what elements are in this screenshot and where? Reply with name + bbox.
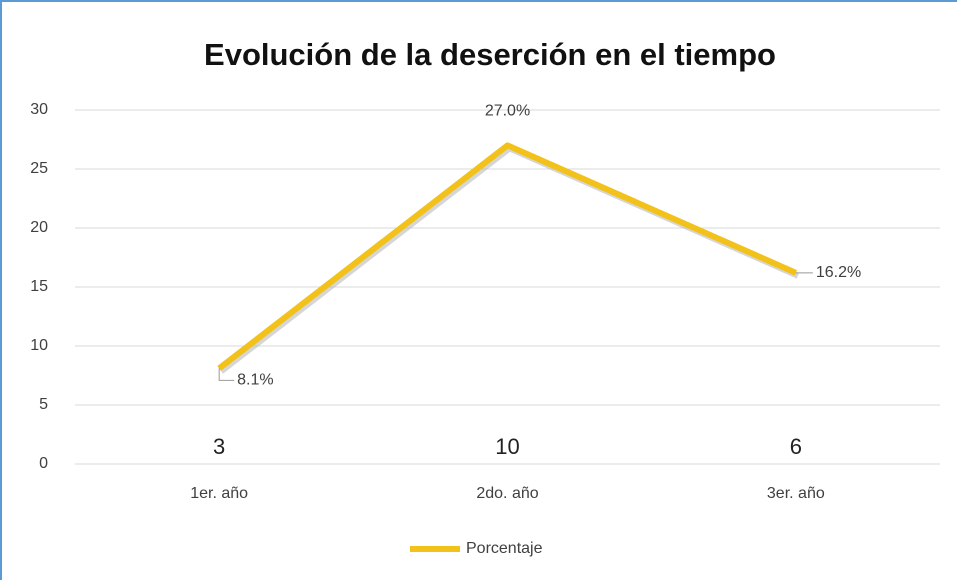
- y-tick-label: 25: [30, 160, 48, 177]
- data-label: 8.1%: [237, 372, 273, 389]
- leader-line: [218, 368, 235, 381]
- y-tick-label: 5: [39, 396, 48, 413]
- data-label: 27.0%: [485, 103, 530, 120]
- count-label: 6: [790, 434, 802, 459]
- count-label: 3: [213, 434, 225, 459]
- y-tick-label: 30: [30, 101, 48, 118]
- y-tick-label: 0: [39, 455, 48, 472]
- y-tick-label: 10: [30, 337, 48, 354]
- y-tick-label: 20: [30, 219, 48, 236]
- x-tick-label: 1er. año: [190, 485, 248, 502]
- line: [217, 142, 798, 371]
- chart-title: Evolución de la deserción en el tiempo: [204, 37, 776, 72]
- x-tick-label: 3er. año: [767, 485, 825, 502]
- legend-label: Porcentaje: [466, 540, 543, 557]
- count-label: 10: [495, 434, 519, 459]
- y-tick-label: 15: [30, 278, 48, 295]
- x-tick-label: 2do. año: [476, 485, 538, 502]
- data-label: 16.2%: [816, 264, 861, 281]
